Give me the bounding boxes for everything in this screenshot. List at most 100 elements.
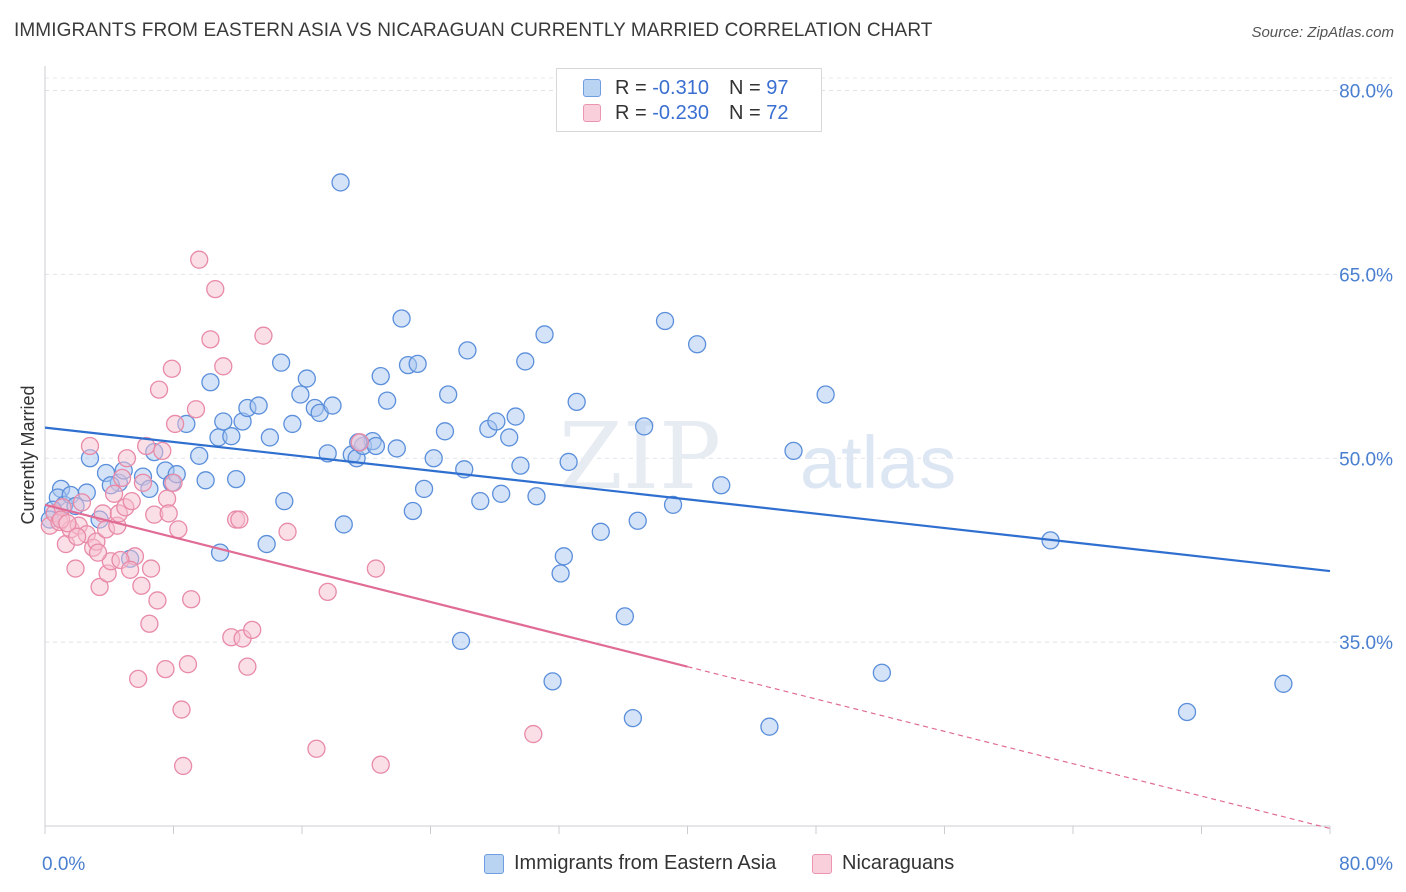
point-eastern-asia: [634, 417, 654, 436]
point-eastern-asia: [623, 708, 643, 728]
point-eastern-asia: [760, 717, 779, 736]
point-nicaraguans: [112, 468, 132, 488]
point-nicaraguans: [153, 441, 172, 461]
stats-legend: R = -0.310 N = 97 R = -0.230 N = 72: [556, 68, 822, 132]
y-axis-title: Currently Married: [18, 385, 38, 524]
point-nicaraguans: [117, 449, 137, 468]
point-eastern-asia: [392, 309, 411, 328]
point-eastern-asia: [334, 515, 353, 534]
legend-r-label: R =: [615, 101, 647, 124]
point-nicaraguans: [66, 559, 85, 578]
point-nicaraguans: [238, 657, 257, 676]
point-eastern-asia: [323, 396, 342, 415]
tick-labels: 35.0% 50.0% 65.0% 80.0% 0.0% 80.0%: [42, 82, 1393, 875]
watermark-atlas: atlas: [800, 421, 956, 504]
trend-line-nicaraguans: [44, 503, 688, 668]
point-eastern-asia: [1177, 702, 1197, 722]
series-nicaraguans-points: [40, 250, 543, 776]
point-nicaraguans: [243, 620, 262, 640]
x-tick-label: 80.0%: [1339, 854, 1393, 875]
legend-r-label: R =: [615, 76, 647, 99]
point-nicaraguans: [67, 527, 87, 546]
point-nicaraguans: [122, 492, 141, 511]
point-eastern-asia: [816, 385, 835, 404]
point-nicaraguans: [366, 559, 386, 578]
point-nicaraguans: [133, 473, 153, 492]
point-eastern-asia: [551, 564, 570, 583]
legend-r-value: -0.230: [652, 101, 709, 124]
point-eastern-asia: [414, 479, 434, 499]
point-nicaraguans: [190, 250, 209, 269]
point-eastern-asia: [424, 449, 443, 468]
point-eastern-asia: [260, 428, 280, 447]
point-nicaraguans: [149, 380, 169, 399]
point-eastern-asia: [291, 385, 310, 404]
legend-n-value: 72: [766, 101, 789, 124]
point-nicaraguans: [88, 543, 108, 562]
point-eastern-asia: [377, 391, 397, 410]
x-tick-label: 0.0%: [42, 854, 85, 875]
point-eastern-asia: [663, 495, 683, 514]
point-nicaraguans: [159, 504, 178, 523]
point-eastern-asia: [366, 436, 386, 456]
point-eastern-asia: [535, 325, 554, 344]
point-eastern-asia: [408, 354, 427, 374]
point-nicaraguans: [214, 357, 233, 376]
point-nicaraguans: [104, 484, 124, 503]
point-nicaraguans: [90, 577, 109, 597]
series-legend: Immigrants from Eastern Asia Nicaraguans: [0, 852, 1406, 878]
point-nicaraguans: [172, 700, 191, 719]
point-nicaraguans: [173, 756, 193, 776]
legend-r-value: -0.310: [652, 76, 709, 99]
legend-swatch-pink: [583, 104, 601, 122]
point-eastern-asia: [331, 173, 350, 192]
point-eastern-asia: [527, 487, 546, 506]
point-eastern-asia: [516, 352, 535, 371]
legend-swatch-blue: [484, 853, 504, 874]
point-eastern-asia: [257, 534, 276, 554]
point-nicaraguans: [148, 591, 167, 610]
point-nicaraguans: [80, 436, 100, 456]
point-nicaraguans: [132, 576, 151, 595]
point-eastern-asia: [554, 547, 573, 566]
point-eastern-asia: [458, 341, 477, 360]
chart-title: IMMIGRANTS FROM EASTERN ASIA VS NICARAGU…: [14, 20, 933, 41]
y-tick-label: 50.0%: [1339, 449, 1393, 470]
point-nicaraguans: [182, 590, 201, 609]
point-eastern-asia: [655, 311, 675, 331]
point-eastern-asia: [451, 631, 471, 651]
point-eastern-asia: [196, 471, 215, 490]
point-eastern-asia: [567, 392, 586, 412]
point-eastern-asia: [543, 672, 562, 691]
legend-item-eastern-asia: Immigrants from Eastern Asia: [484, 852, 776, 875]
point-nicaraguans: [120, 560, 140, 579]
point-eastern-asia: [275, 492, 294, 511]
axes: [44, 66, 1331, 834]
point-nicaraguans: [307, 739, 326, 758]
point-nicaraguans: [141, 559, 161, 578]
trend-lines: [44, 426, 1331, 830]
point-nicaraguans: [72, 493, 92, 512]
point-eastern-asia: [500, 428, 519, 447]
point-eastern-asia: [271, 353, 291, 372]
point-eastern-asia: [615, 607, 635, 626]
point-eastern-asia: [283, 414, 302, 434]
point-nicaraguans: [254, 326, 273, 345]
y-tick-label: 35.0%: [1339, 633, 1393, 654]
legend-label-nicaraguans: Nicaraguans: [842, 852, 955, 874]
point-nicaraguans: [129, 669, 148, 689]
point-nicaraguans: [201, 330, 220, 349]
point-eastern-asia: [201, 373, 220, 392]
point-nicaraguans: [186, 400, 206, 419]
point-nicaraguans: [58, 514, 77, 533]
point-eastern-asia: [249, 396, 268, 415]
point-nicaraguans: [524, 724, 543, 744]
point-eastern-asia: [487, 412, 506, 431]
point-nicaraguans: [206, 279, 225, 299]
legend-n-label: N =: [728, 101, 761, 124]
point-nicaraguans: [156, 659, 175, 679]
legend-row-nicaraguans: R = -0.230 N = 72: [583, 101, 788, 125]
legend-label-eastern-asia: Immigrants from Eastern Asia: [514, 852, 777, 874]
point-nicaraguans: [318, 582, 337, 602]
